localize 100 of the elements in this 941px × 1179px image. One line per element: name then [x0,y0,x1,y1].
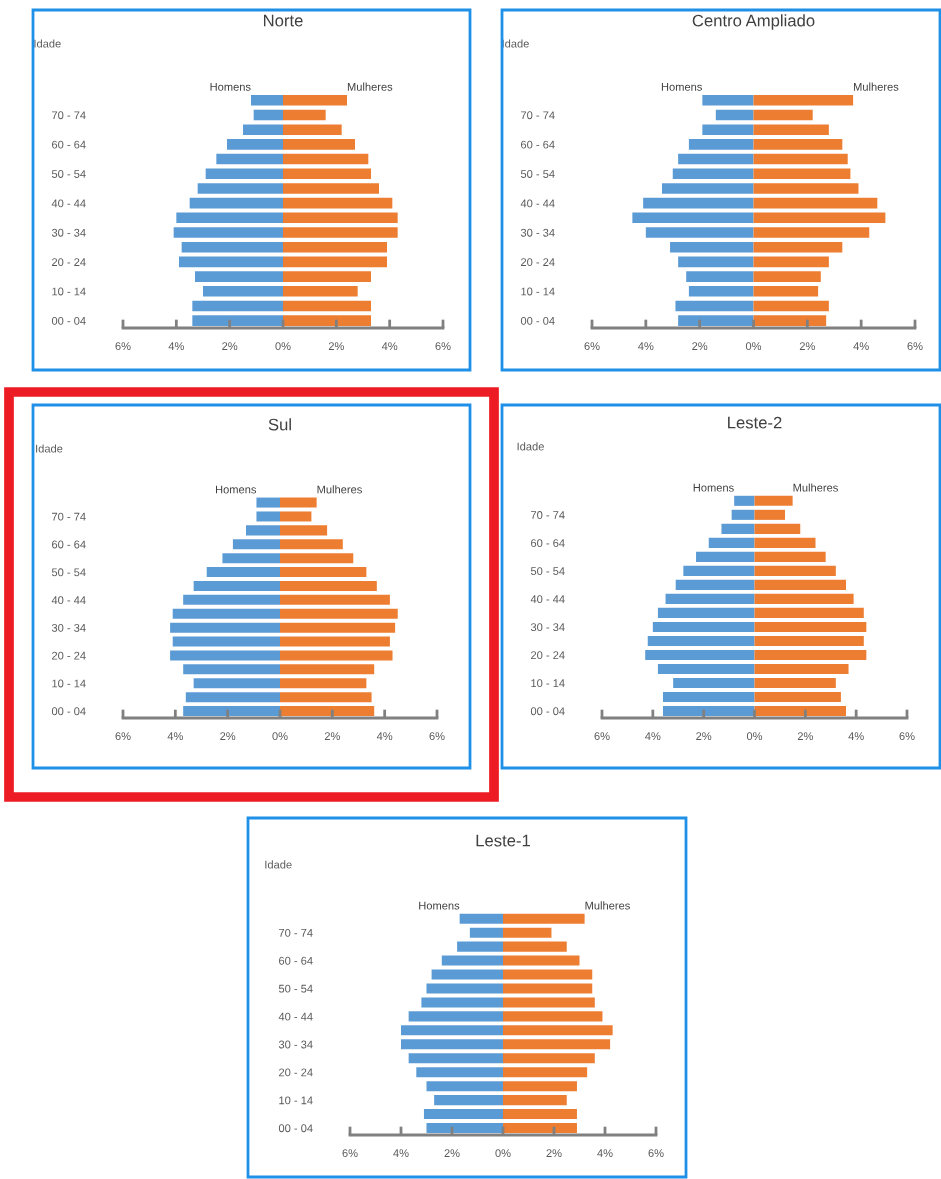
bar [189,197,283,209]
series-label: Homens [419,901,460,910]
bar [280,580,377,591]
bar [647,635,755,646]
x-tick-label: 4% [638,342,654,351]
bar [754,551,826,562]
series-label: Mulheres [317,485,362,494]
bar [753,168,851,180]
y-axis-title: Idade [36,444,63,453]
y-tick-label: 20 - 24 [279,1068,313,1077]
bar [283,315,371,326]
x-tick-label: 2% [222,342,238,351]
bar [192,315,283,326]
x-tick-label: 6% [115,342,131,351]
y-tick-label: 30 - 34 [51,623,86,632]
bar [256,497,280,508]
bar [753,212,886,224]
bar [503,969,593,980]
x-tick-label: 4% [167,732,183,741]
bar [696,551,755,562]
y-tick-label: 50 - 54 [51,170,86,178]
chart-title: Centro Ampliado [692,14,815,30]
series-label: Mulheres [347,82,393,91]
y-tick-label: 10 - 14 [531,679,565,688]
bar [753,109,813,121]
bar [280,567,367,578]
bar [503,1095,567,1106]
bar [754,649,867,660]
x-tick-label: 4% [645,732,661,741]
bar [280,650,393,661]
bar [441,955,503,966]
bar [206,567,280,578]
bar [754,677,836,689]
y-tick-label: 10 - 14 [52,287,86,296]
x-tick-label: 0% [272,732,288,741]
bar [731,509,755,520]
bar [503,913,585,924]
x-tick-label: 2% [799,342,815,351]
bar [645,649,755,660]
bar [753,227,870,238]
series-label: Mulheres [854,82,899,91]
y-axis-title: Idade [517,442,544,451]
bar [670,241,754,253]
x-tick-label: 6% [594,732,610,741]
x-tick-label: 6% [342,1149,358,1158]
bar [283,300,371,312]
bar [183,706,280,717]
x-tick-label: 6% [648,1149,664,1158]
bar [227,139,283,150]
bar [503,1039,611,1050]
bar [283,139,355,150]
bar [675,579,755,590]
y-tick-label: 50 - 54 [530,567,565,576]
bar [503,1123,577,1134]
bar [434,1095,503,1106]
bar [401,1039,503,1050]
x-tick-label: 4% [393,1149,409,1158]
bar [661,183,754,194]
bar [645,227,754,238]
bar [753,241,843,253]
bar [675,300,754,312]
bar [503,927,552,938]
bar [754,607,864,618]
y-tick-label: 60 - 64 [521,140,555,149]
bar [754,509,785,520]
bar [503,1025,613,1036]
bar [715,109,754,121]
bar [663,691,755,703]
bar [754,635,864,646]
y-tick-label: 40 - 44 [51,199,86,208]
y-tick-label: 40 - 44 [51,596,86,604]
bar [283,109,326,121]
bar [280,553,354,564]
bar [280,608,398,619]
bar [280,539,343,550]
bar [431,969,503,980]
x-tick-label: 2% [444,1149,460,1158]
bar [283,256,387,268]
y-tick-label: 60 - 64 [52,540,86,549]
bar [734,495,755,506]
bar [652,621,755,632]
bar [753,315,827,326]
x-tick-label: 6% [907,342,923,351]
bar [192,300,283,312]
chart-title: Norte [263,14,303,27]
bar [280,497,317,508]
bar [754,523,801,534]
x-tick-label: 6% [429,732,445,741]
y-tick-label: 00 - 04 [530,707,565,716]
bar [754,579,846,590]
bar [632,212,754,224]
bar [503,1067,588,1078]
x-tick-label: 0% [746,732,763,741]
bar [401,1025,503,1036]
bar [678,315,754,326]
x-tick-label: 0% [745,342,762,351]
bar [421,997,503,1008]
y-tick-label: 30 - 34 [278,1040,313,1049]
bar [172,608,280,619]
bar [753,271,821,282]
